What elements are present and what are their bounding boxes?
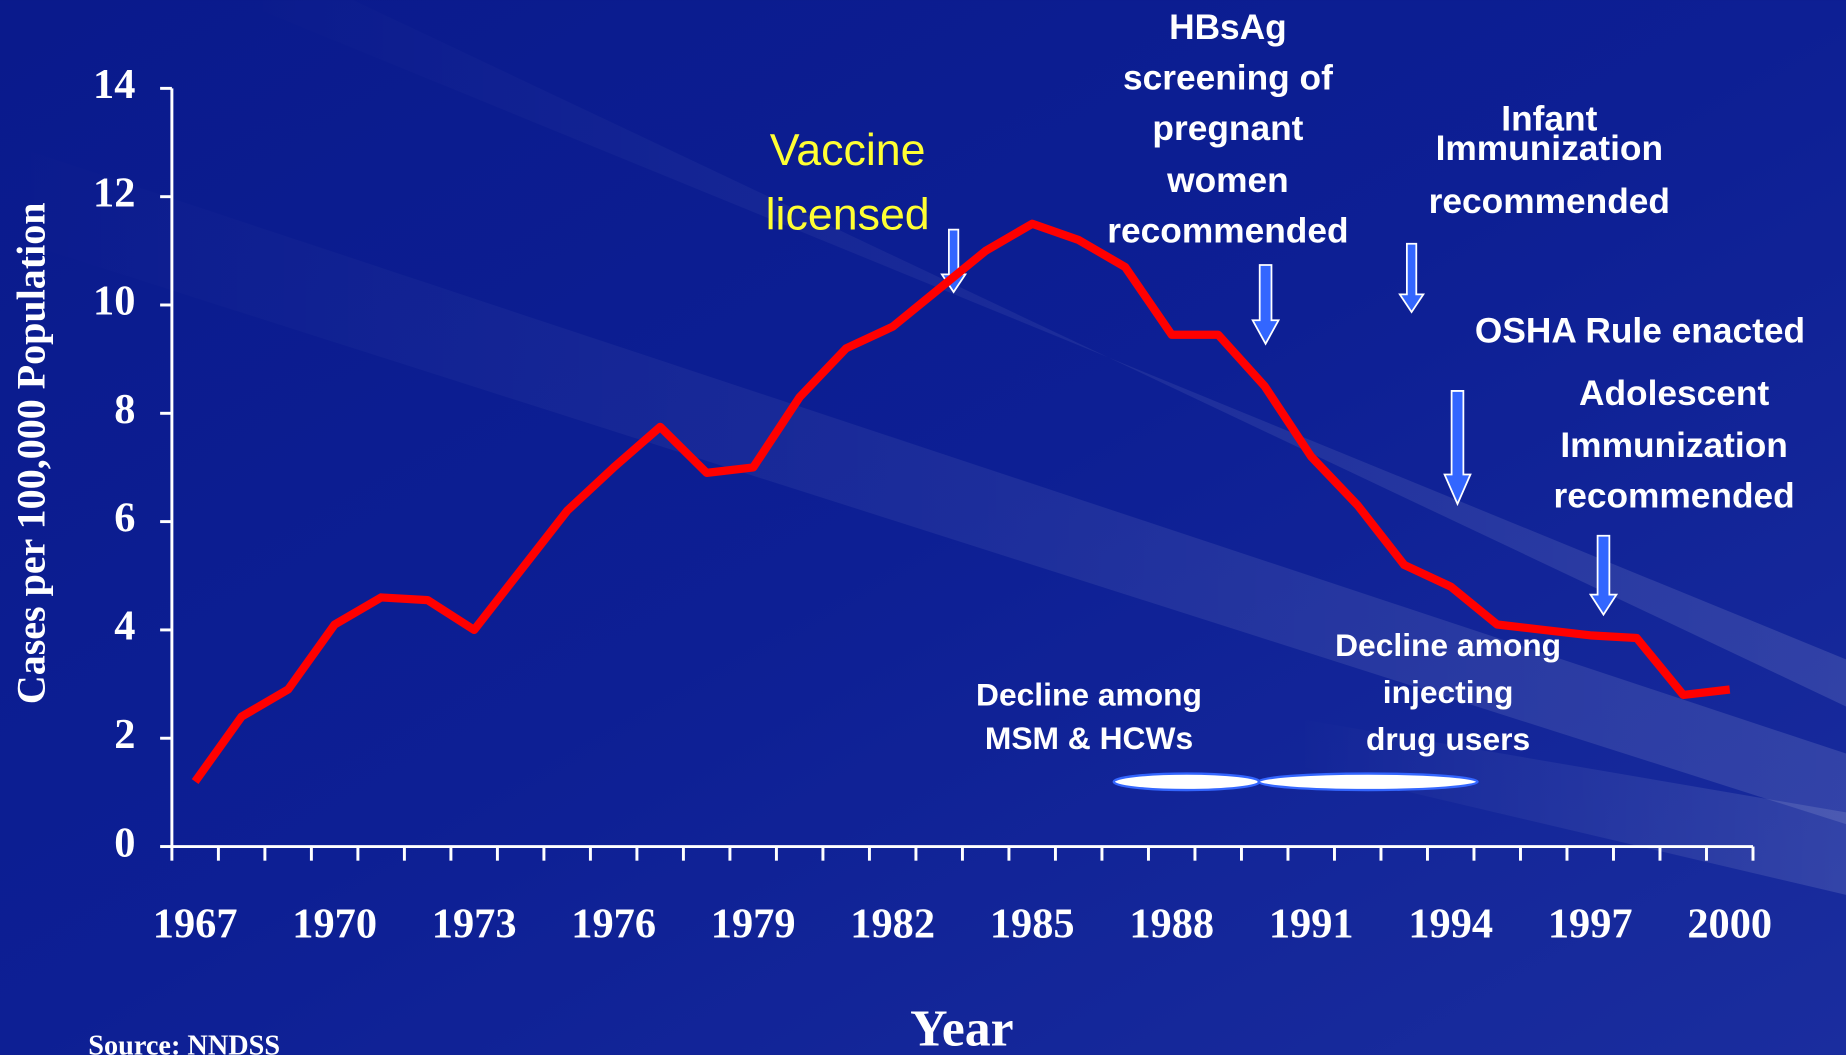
x-tick-label: 1976 [571, 900, 656, 947]
annotation: recommended [1107, 212, 1348, 251]
x-tick-label: 1997 [1548, 900, 1633, 947]
annotation: Infant [1501, 100, 1597, 139]
source: Source: NNDSS [88, 1030, 280, 1055]
y-tick-label: 4 [114, 603, 135, 650]
y-tick-label: 8 [114, 386, 135, 433]
y-tick-label: 2 [114, 711, 135, 758]
y-tick-label: 14 [93, 61, 135, 108]
background-ray [1295, 718, 1846, 895]
x-tick-label: 1982 [850, 900, 935, 947]
annotation: licensed [766, 191, 930, 240]
annotation: women [1166, 161, 1289, 200]
annotation: Adolescent [1579, 374, 1770, 413]
x-tick-label: 1973 [432, 900, 517, 947]
y-tick-label: 10 [93, 278, 135, 325]
x-tick-label: 1979 [711, 900, 796, 947]
y-tick-label: 0 [114, 819, 135, 866]
annotation: HBsAg [1169, 8, 1287, 47]
x-axis-label: Year [910, 1001, 1014, 1055]
annotation: screening of [1123, 58, 1333, 97]
annotation: pregnant [1152, 109, 1303, 148]
annotation: Vaccine [770, 126, 926, 175]
x-tick-label: 2000 [1687, 900, 1772, 947]
x-tick-label: 1988 [1129, 900, 1214, 947]
decline-ovals [1112, 772, 1479, 792]
x-tick-label: 1970 [292, 900, 377, 947]
y-axis-label: Cases per 100,000 Population [9, 202, 54, 704]
background-ray [0, 141, 1846, 825]
annotation: Immunization [1436, 129, 1663, 168]
y-tick-label: 6 [114, 494, 135, 541]
x-tick-label: 1991 [1269, 900, 1354, 947]
annotation: recommended [1553, 476, 1794, 515]
annotation: Immunization [1560, 426, 1787, 465]
x-tick-label: 1985 [990, 900, 1075, 947]
annotation: drug users [1366, 721, 1530, 757]
annotation: Decline among [976, 676, 1202, 712]
y-tick-label: 12 [93, 169, 135, 216]
annotation: OSHA Rule enacted [1475, 312, 1805, 351]
x-tick-label: 1967 [153, 900, 238, 947]
annotation: Decline among [1335, 627, 1561, 663]
annotation: injecting [1383, 674, 1514, 710]
data-line [191, 219, 1731, 784]
annotation: MSM & HCWs [985, 720, 1193, 756]
x-tick-label: 1994 [1408, 900, 1493, 947]
annotation: recommended [1429, 182, 1670, 221]
event-arrows [940, 228, 1619, 617]
